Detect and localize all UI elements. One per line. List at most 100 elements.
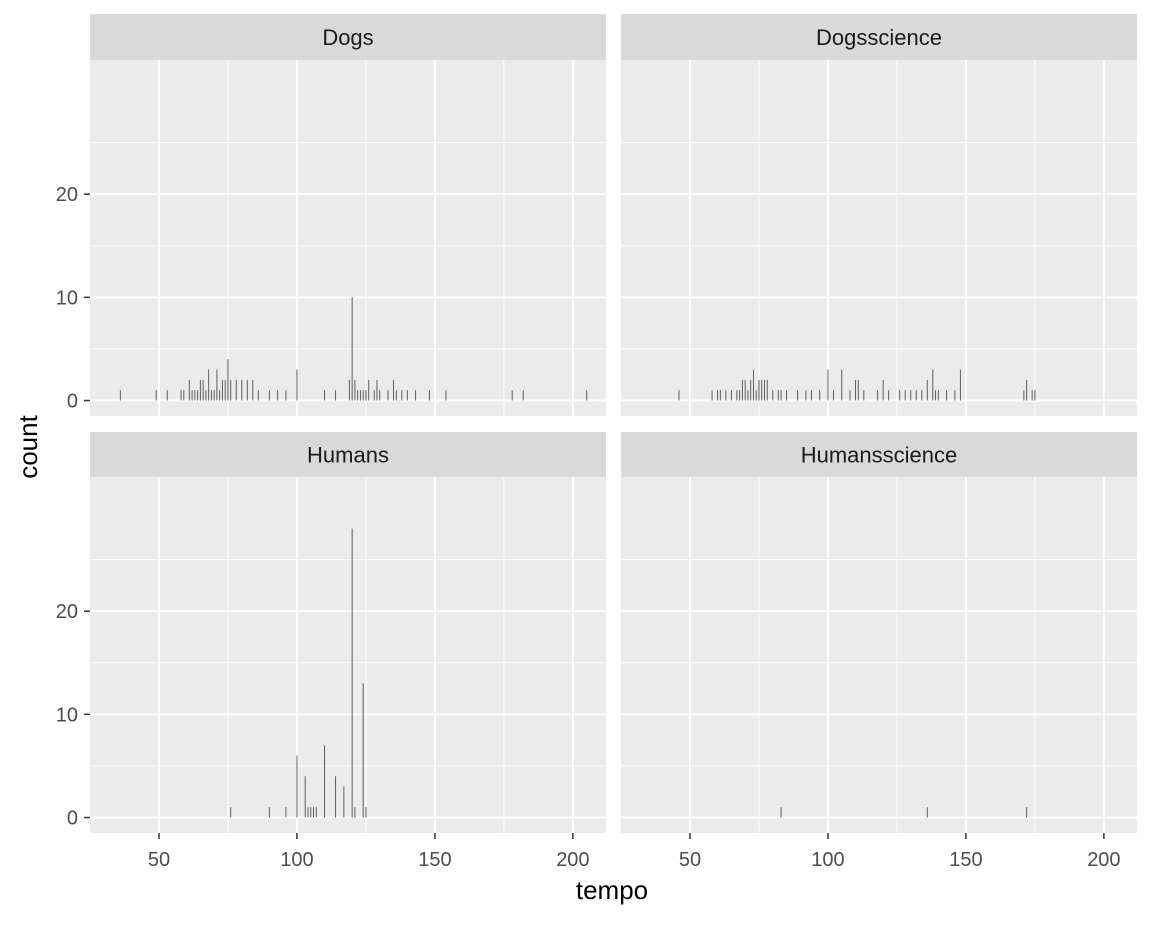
histogram-bar <box>235 379 237 401</box>
histogram-bar <box>268 390 270 401</box>
facet-strip <box>621 432 1137 477</box>
histogram-bar <box>119 390 121 401</box>
histogram-bar <box>863 390 865 401</box>
facet-strip <box>621 14 1137 60</box>
y-tick-label: 0 <box>67 391 78 413</box>
histogram-bar <box>758 379 760 401</box>
histogram-bar <box>343 786 345 818</box>
histogram-bar <box>739 390 741 401</box>
y-tick-label: 20 <box>56 184 78 206</box>
histogram-bar <box>946 390 948 401</box>
histogram-bar <box>959 369 961 401</box>
histogram-bar <box>428 390 430 401</box>
histogram-bar <box>183 390 185 401</box>
histogram-bar <box>725 390 727 401</box>
histogram-bar <box>365 390 367 401</box>
histogram-bar <box>841 369 843 401</box>
histogram-bar <box>926 807 928 818</box>
histogram-bar <box>921 390 923 401</box>
histogram-bar <box>877 390 879 401</box>
x-tick-label: 150 <box>418 849 451 871</box>
histogram-bar <box>208 369 210 401</box>
y-axis-title: count <box>13 414 43 478</box>
histogram-bar <box>313 807 314 818</box>
histogram-bar <box>780 807 782 818</box>
x-tick-label: 100 <box>811 849 844 871</box>
histogram-bar <box>717 390 719 401</box>
x-tick-label: 200 <box>556 849 589 871</box>
histogram-bar <box>1023 390 1025 401</box>
histogram-bar <box>1034 390 1036 401</box>
histogram-bar <box>741 379 743 401</box>
histogram-bar <box>357 390 359 401</box>
histogram-bar <box>772 390 774 401</box>
histogram-bar <box>882 379 884 401</box>
histogram-bar <box>205 390 207 401</box>
histogram-bar <box>764 379 765 401</box>
histogram-bar <box>180 390 182 401</box>
histogram-bar <box>910 390 912 401</box>
histogram-bar <box>335 390 337 401</box>
histogram-bar <box>230 379 232 401</box>
histogram-bar <box>805 390 807 401</box>
histogram-bar <box>761 379 763 401</box>
histogram-bar <box>415 390 417 401</box>
histogram-bar <box>401 390 403 401</box>
histogram-bar <box>406 390 408 401</box>
x-tick-label: 50 <box>679 849 701 871</box>
histogram-bar <box>224 379 226 401</box>
histogram-bar <box>197 390 199 401</box>
histogram-bar <box>194 390 196 401</box>
facet-panel-humansscience: Humansscience 50 100 150 200 <box>621 432 1137 871</box>
histogram-bar <box>351 528 353 818</box>
histogram-bar <box>810 390 812 401</box>
histogram-bar <box>188 379 190 401</box>
histogram-bar <box>315 807 317 818</box>
histogram-bar <box>202 379 204 401</box>
facet-strip-label: Dogs <box>322 25 373 50</box>
histogram-bar <box>926 379 928 401</box>
histogram-bar <box>354 807 356 818</box>
histogram-bar <box>1026 807 1028 818</box>
histogram-bar <box>348 379 350 401</box>
histogram-bar <box>376 379 378 401</box>
panel-background <box>621 477 1137 833</box>
histogram-bar <box>855 379 857 401</box>
histogram-bar <box>362 390 364 401</box>
histogram-bar <box>744 379 746 401</box>
histogram-bar <box>932 369 934 401</box>
histogram-bar <box>786 390 788 401</box>
histogram-bar <box>252 379 254 401</box>
histogram-bar <box>296 369 298 401</box>
histogram-bar <box>365 807 367 818</box>
facet-strip-label: Humansscience <box>801 443 958 468</box>
y-tick-label: 0 <box>67 808 78 830</box>
panel-background <box>90 477 606 833</box>
histogram-bar <box>379 390 381 401</box>
histogram-bar <box>522 390 524 401</box>
histogram-bar <box>213 390 215 401</box>
histogram-bar <box>832 390 834 401</box>
histogram-bar <box>324 745 326 818</box>
histogram-bar <box>219 390 221 401</box>
histogram-bar <box>210 390 212 401</box>
y-tick-label: 20 <box>56 601 78 623</box>
histogram-bar <box>678 390 680 401</box>
x-tick-label: 100 <box>280 849 313 871</box>
histogram-bar <box>335 776 337 818</box>
histogram-bar <box>777 390 779 401</box>
histogram-bar <box>766 379 768 401</box>
histogram-bar <box>511 390 513 401</box>
histogram-bar <box>711 390 713 401</box>
histogram-bar <box>227 359 229 401</box>
x-tick-label: 200 <box>1087 849 1120 871</box>
histogram-bar <box>368 379 370 401</box>
histogram-bar <box>277 390 279 401</box>
histogram-bar <box>285 390 287 401</box>
histogram-bar <box>1031 390 1033 401</box>
histogram-bar <box>241 379 243 401</box>
facet-panel-humans: Humans 0 10 20 50 100 150 200 <box>56 432 606 871</box>
histogram-bar <box>257 390 259 401</box>
histogram-bar <box>395 390 397 401</box>
histogram-bar <box>359 390 361 401</box>
